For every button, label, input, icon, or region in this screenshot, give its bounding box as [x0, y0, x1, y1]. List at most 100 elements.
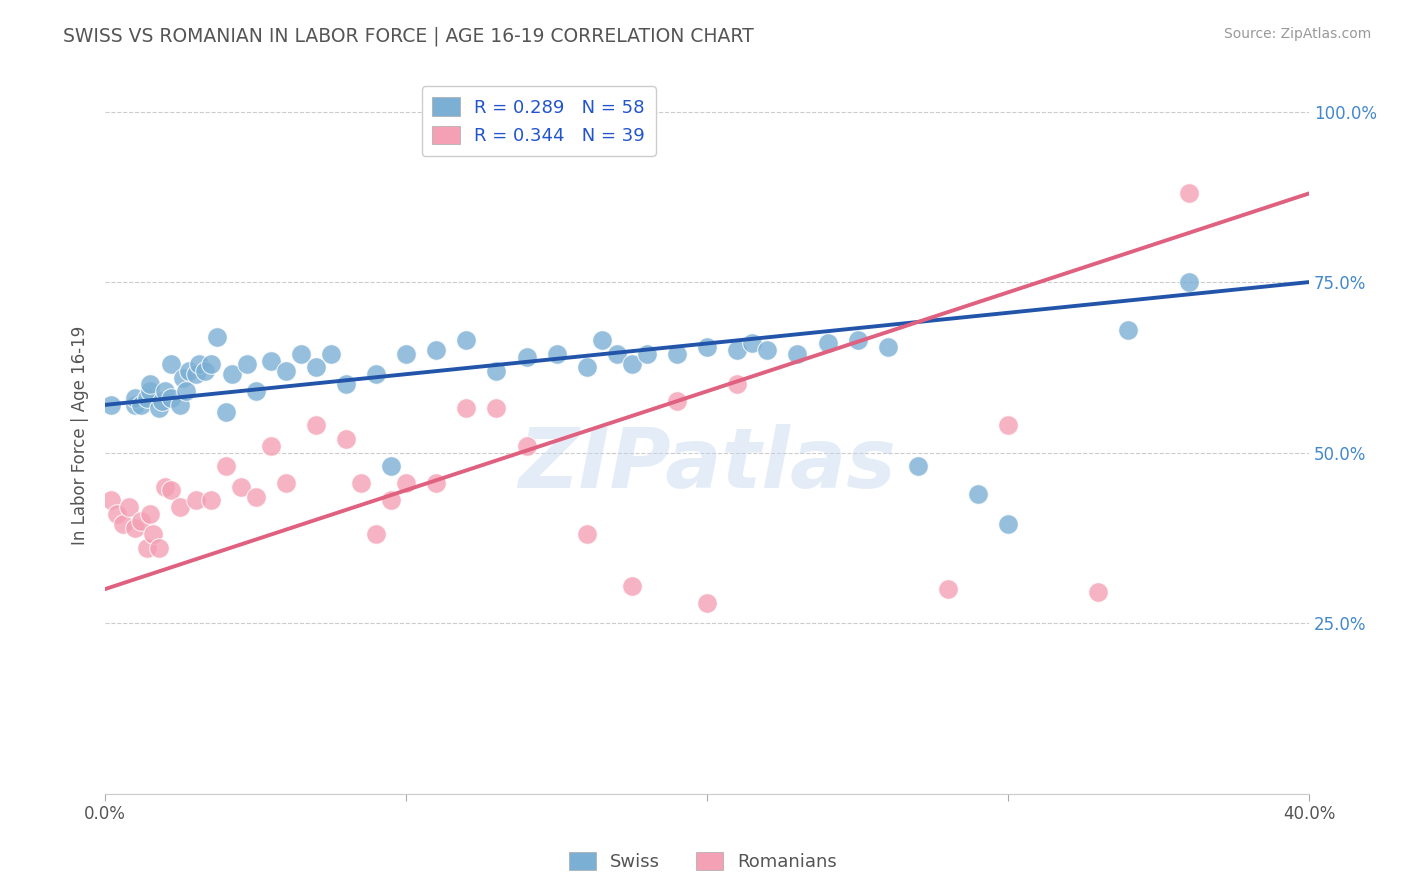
Point [100, 493, 122, 508]
Point [139, 377, 162, 392]
Point [936, 582, 959, 596]
Point [305, 418, 328, 433]
Point [193, 364, 215, 378]
Point [696, 596, 718, 610]
Point [136, 391, 159, 405]
Point [876, 340, 898, 354]
Point [846, 333, 869, 347]
Point [1087, 585, 1109, 599]
Point [200, 493, 222, 508]
Point [214, 405, 236, 419]
Point [139, 507, 162, 521]
Point [575, 527, 598, 541]
Point [425, 476, 447, 491]
Point [152, 394, 174, 409]
Point [364, 527, 387, 541]
Point [112, 517, 135, 532]
Point [907, 459, 929, 474]
Point [176, 384, 198, 399]
Point [741, 336, 763, 351]
Point [124, 391, 146, 405]
Text: SWISS VS ROMANIAN IN LABOR FORCE | AGE 16-19 CORRELATION CHART: SWISS VS ROMANIAN IN LABOR FORCE | AGE 1… [63, 27, 754, 46]
Point [148, 541, 170, 555]
Point [636, 347, 658, 361]
Point [696, 340, 718, 354]
Point [380, 459, 402, 474]
Point [105, 507, 128, 521]
Point [274, 476, 297, 491]
Point [214, 459, 236, 474]
Text: Source: ZipAtlas.com: Source: ZipAtlas.com [1223, 27, 1371, 41]
Point [425, 343, 447, 358]
Point [725, 343, 748, 358]
Point [575, 360, 598, 375]
Point [200, 357, 222, 371]
Legend: R = 0.289   N = 58, R = 0.344   N = 39: R = 0.289 N = 58, R = 0.344 N = 39 [422, 87, 655, 156]
Point [485, 364, 508, 378]
Point [290, 347, 312, 361]
Point [997, 517, 1019, 532]
Point [591, 333, 613, 347]
Point [997, 418, 1019, 433]
Point [666, 394, 689, 409]
Point [305, 360, 328, 375]
Point [148, 401, 170, 416]
Point [666, 347, 689, 361]
Point [516, 439, 538, 453]
Point [967, 486, 990, 500]
Text: ZIPatlas: ZIPatlas [519, 424, 896, 505]
Point [620, 579, 643, 593]
Point [155, 480, 177, 494]
Point [235, 357, 257, 371]
Y-axis label: In Labor Force | Age 16-19: In Labor Force | Age 16-19 [72, 326, 89, 545]
Point [395, 476, 418, 491]
Point [395, 347, 418, 361]
Point [817, 336, 839, 351]
Point [485, 401, 508, 416]
Point [136, 541, 159, 555]
Point [1177, 186, 1199, 201]
Point [245, 384, 267, 399]
Point [221, 367, 243, 381]
Point [606, 347, 628, 361]
Point [260, 439, 283, 453]
Point [516, 350, 538, 364]
Point [169, 398, 191, 412]
Point [184, 367, 207, 381]
Point [160, 391, 183, 405]
Point [131, 398, 153, 412]
Point [118, 500, 141, 515]
Point [179, 364, 201, 378]
Point [319, 347, 342, 361]
Point [725, 377, 748, 392]
Legend: Swiss, Romanians: Swiss, Romanians [561, 845, 845, 879]
Point [124, 521, 146, 535]
Point [169, 500, 191, 515]
Point [364, 367, 387, 381]
Point [786, 347, 808, 361]
Point [245, 490, 267, 504]
Point [184, 493, 207, 508]
Point [260, 353, 283, 368]
Point [1177, 275, 1199, 289]
Point [100, 398, 122, 412]
Point [546, 347, 568, 361]
Point [139, 384, 162, 399]
Point [205, 329, 228, 343]
Point [756, 343, 779, 358]
Point [160, 483, 183, 497]
Point [229, 480, 252, 494]
Point [155, 384, 177, 399]
Point [131, 514, 153, 528]
Point [456, 333, 478, 347]
Point [335, 377, 357, 392]
Point [142, 527, 165, 541]
Point [172, 370, 194, 384]
Point [620, 357, 643, 371]
Point [160, 357, 183, 371]
Point [335, 432, 357, 446]
Point [380, 493, 402, 508]
Point [274, 364, 297, 378]
Point [124, 398, 146, 412]
Point [350, 476, 373, 491]
